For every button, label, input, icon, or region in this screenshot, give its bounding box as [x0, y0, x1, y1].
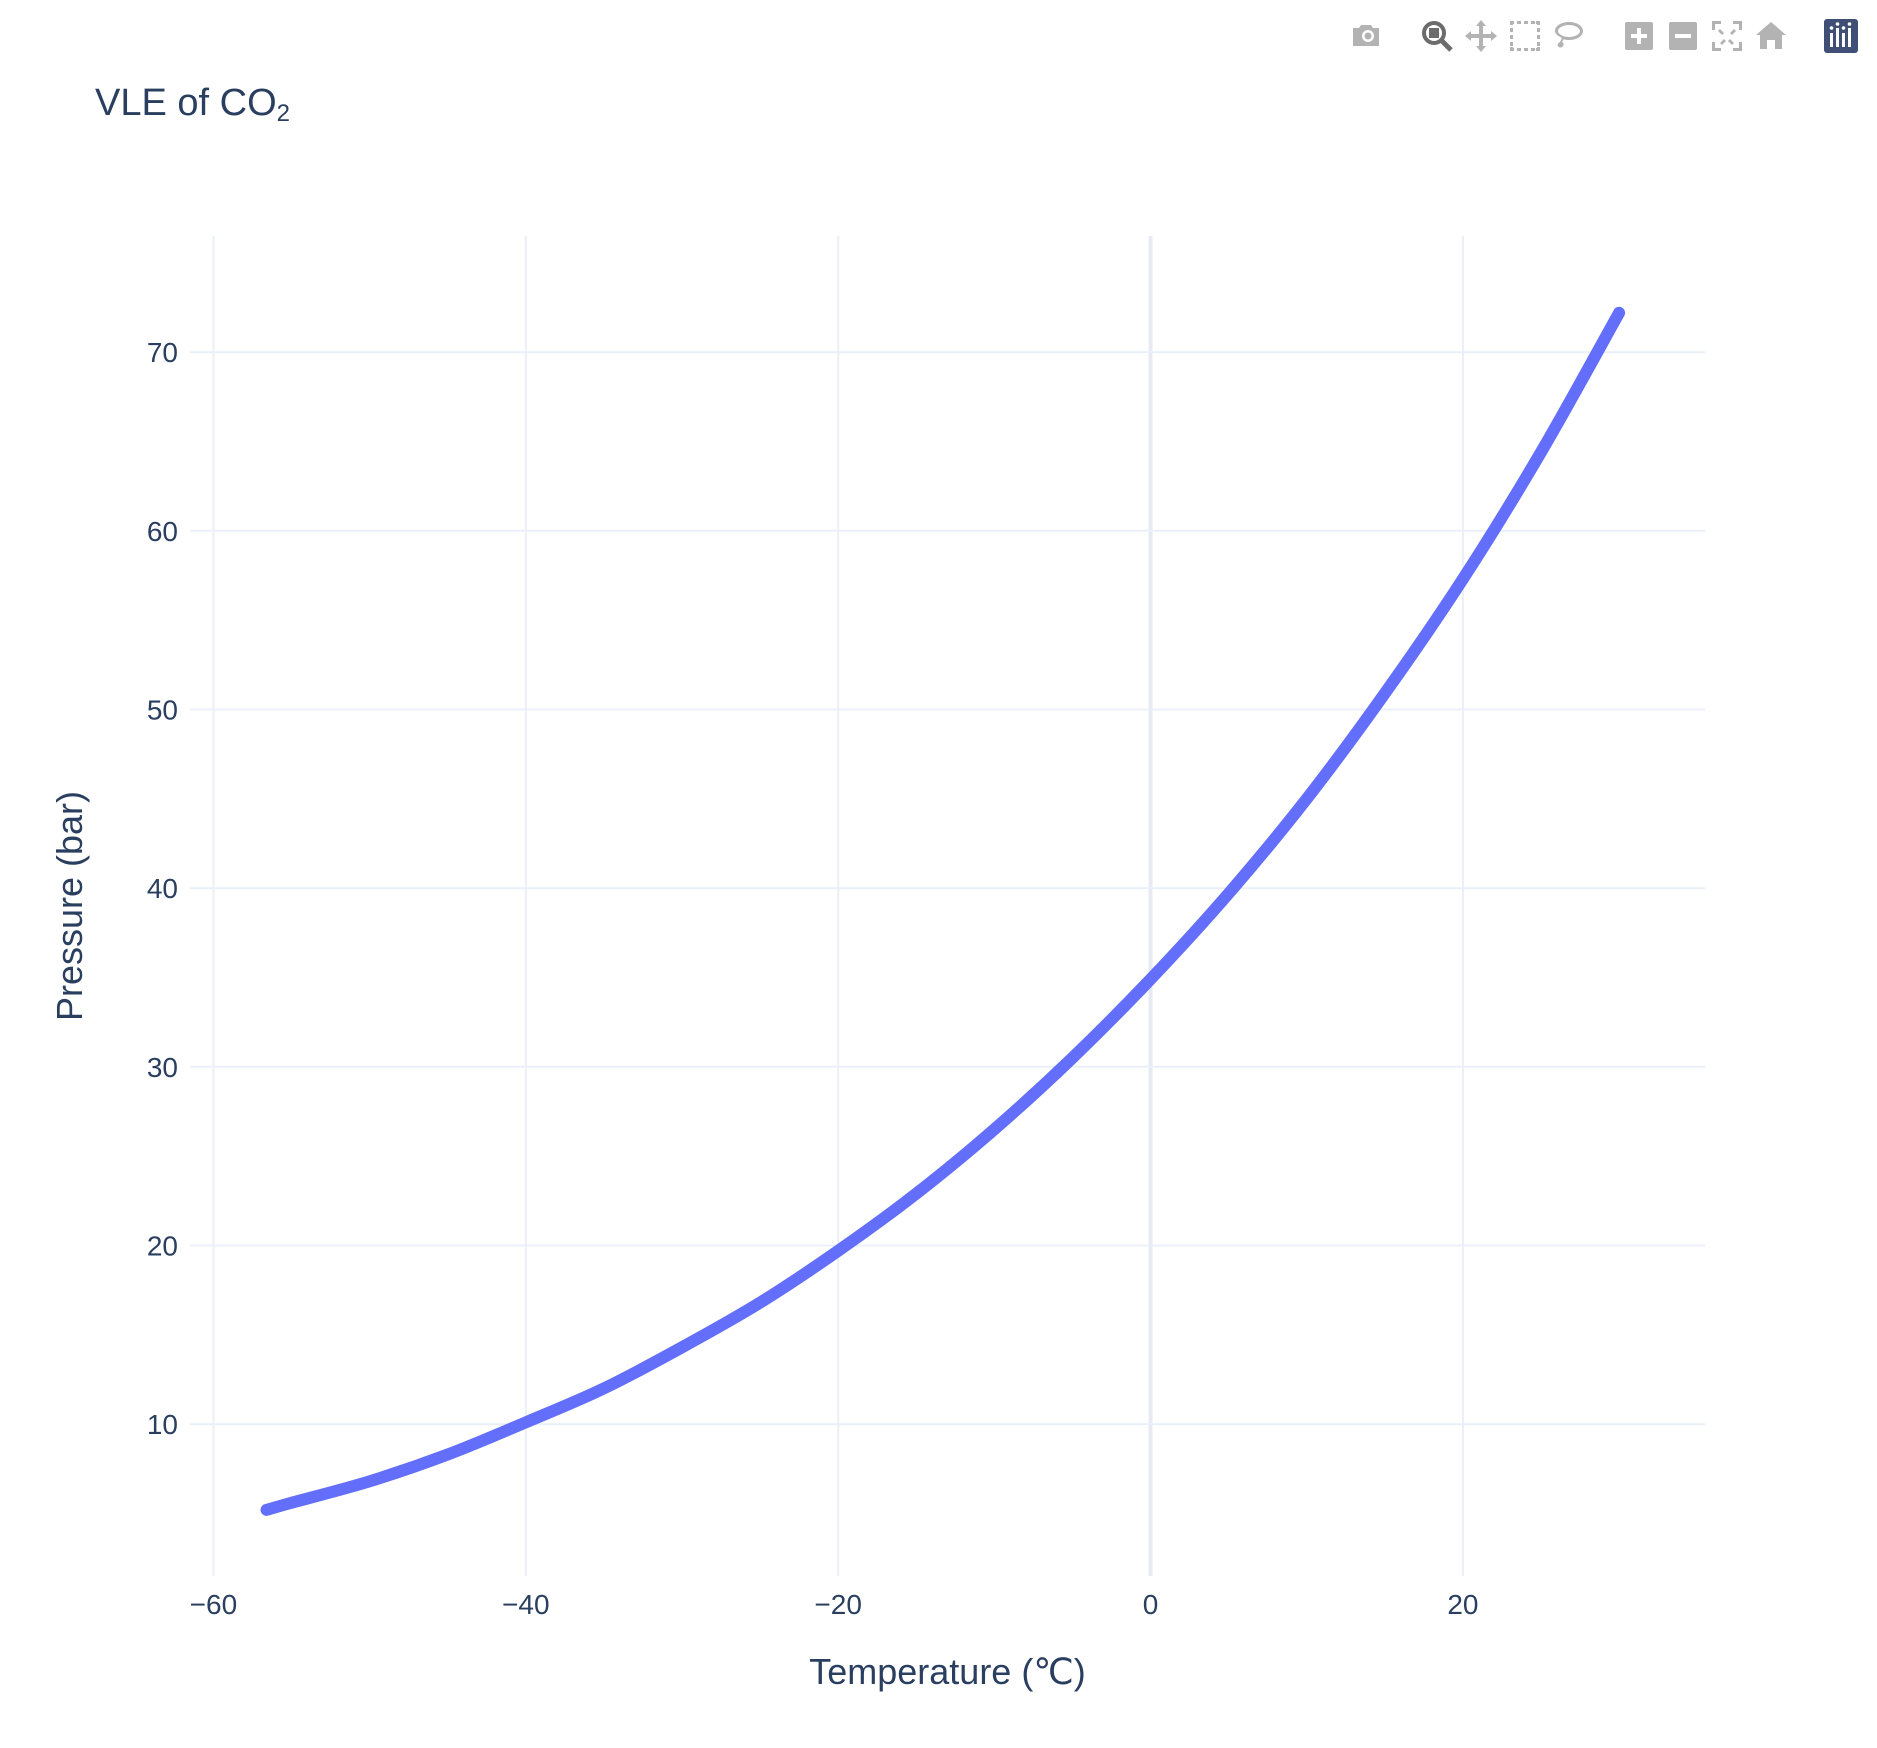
autoscale-icon	[1712, 21, 1742, 51]
x-tick-label: 20	[1447, 1589, 1478, 1620]
reset-axes-icon	[1756, 22, 1786, 49]
grid-layer	[190, 236, 1705, 1576]
x-tick-label: −60	[190, 1589, 238, 1620]
pan-button[interactable]	[1459, 14, 1503, 58]
y-tick-label: 40	[147, 873, 178, 904]
zoom-out-button[interactable]	[1661, 14, 1705, 58]
y-tick-label: 10	[147, 1409, 178, 1440]
y-axis-ticks: 10 20 30 40 50 60 70	[147, 337, 178, 1440]
y-tick-label: 20	[147, 1230, 178, 1261]
y-axis-title: Pressure (bar)	[49, 791, 90, 1021]
x-tick-label: −40	[502, 1589, 550, 1620]
camera-icon	[1353, 25, 1379, 46]
zoom-in-icon	[1625, 22, 1653, 50]
chart-title-text: VLE of CO	[95, 82, 277, 124]
y-tick-label: 30	[147, 1052, 178, 1083]
modebar	[1319, 14, 1863, 58]
autoscale-button[interactable]	[1705, 14, 1749, 58]
x-axis-ticks: −60 −40 −20 0 20	[190, 1589, 1479, 1620]
x-tick-label: 0	[1143, 1589, 1159, 1620]
line-layer	[260, 306, 1626, 1516]
y-tick-label: 50	[147, 694, 178, 725]
modebar-group	[1617, 14, 1793, 58]
x-axis-title: Temperature (℃)	[809, 1651, 1086, 1692]
pan-icon	[1465, 20, 1497, 52]
zoom-in-button[interactable]	[1617, 14, 1661, 58]
series-line[interactable]	[260, 306, 1626, 1516]
modebar-group	[1415, 14, 1591, 58]
modebar-group	[1345, 14, 1389, 58]
lasso-select-icon	[1555, 22, 1583, 48]
lasso-select-button[interactable]	[1547, 14, 1591, 58]
reset-axes-button[interactable]	[1749, 14, 1793, 58]
box-select-button[interactable]	[1503, 14, 1547, 58]
box-select-icon	[1510, 21, 1540, 51]
zoom-button[interactable]	[1415, 14, 1459, 58]
plotly-logo-button[interactable]	[1819, 14, 1863, 58]
zoom-out-icon	[1669, 22, 1697, 50]
x-tick-label: −20	[814, 1589, 862, 1620]
camera-button[interactable]	[1345, 14, 1389, 58]
chart-title: VLE of CO2	[95, 82, 290, 128]
chart-title-subscript: 2	[276, 100, 290, 127]
y-tick-label: 60	[147, 516, 178, 547]
modebar-group	[1819, 14, 1863, 58]
zoom-icon	[1422, 21, 1453, 52]
y-tick-label: 70	[147, 337, 178, 368]
plotly-logo-icon	[1824, 19, 1858, 53]
